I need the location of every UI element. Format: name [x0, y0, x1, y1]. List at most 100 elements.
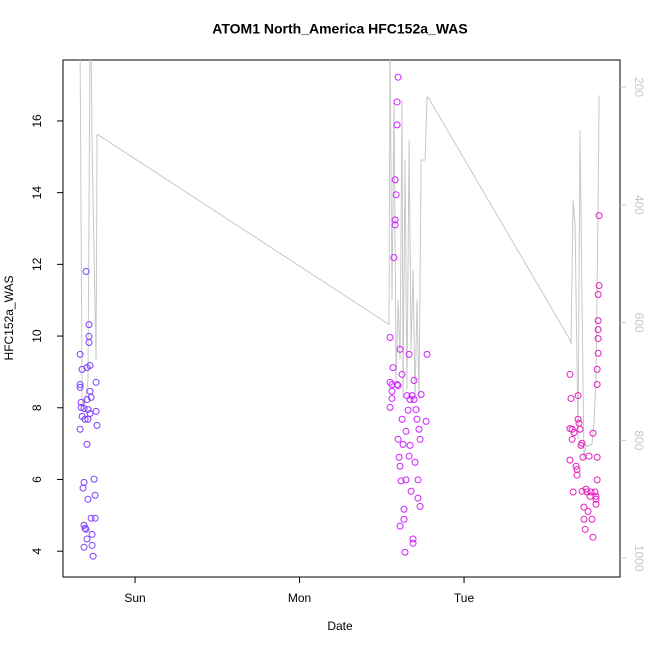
point	[388, 394, 396, 402]
point	[386, 403, 394, 411]
point	[393, 380, 401, 388]
point	[91, 491, 99, 499]
x-tick-label: Mon	[288, 591, 311, 605]
point	[396, 345, 404, 353]
point	[84, 406, 92, 414]
point	[88, 530, 96, 538]
point	[415, 425, 423, 433]
point	[76, 383, 84, 391]
y-tick-label: 8	[30, 404, 44, 411]
point	[406, 441, 414, 449]
point	[417, 391, 425, 399]
point	[394, 382, 402, 390]
point	[595, 282, 603, 290]
point	[402, 427, 410, 435]
point	[92, 407, 100, 415]
x-tick-label: Sun	[124, 591, 145, 605]
point	[86, 361, 94, 369]
point	[584, 507, 592, 515]
point	[404, 406, 412, 414]
point	[572, 462, 580, 470]
y2-tick-label: 200	[632, 77, 646, 97]
point	[76, 425, 84, 433]
point	[570, 429, 578, 437]
point	[578, 439, 586, 447]
point	[578, 487, 586, 495]
point	[408, 392, 416, 400]
point	[566, 370, 574, 378]
point	[88, 541, 96, 549]
point	[402, 476, 410, 484]
point	[414, 494, 422, 502]
point	[400, 515, 408, 523]
point	[389, 364, 397, 372]
point	[397, 477, 405, 485]
point	[410, 396, 418, 404]
point	[573, 471, 581, 479]
point	[80, 521, 88, 529]
point	[386, 334, 394, 342]
point	[411, 458, 419, 466]
point	[80, 543, 88, 551]
point	[413, 415, 421, 423]
point	[93, 421, 101, 429]
point	[394, 435, 402, 443]
point	[78, 365, 86, 373]
point	[391, 176, 399, 184]
point	[393, 121, 401, 129]
point	[593, 476, 601, 484]
point	[81, 524, 89, 532]
point	[83, 535, 91, 543]
point	[405, 350, 413, 358]
point	[390, 254, 398, 262]
point	[416, 435, 424, 443]
point	[395, 453, 403, 461]
point	[400, 505, 408, 513]
point	[569, 488, 577, 496]
point	[592, 500, 600, 508]
y-tick-label: 16	[30, 114, 44, 128]
point	[594, 326, 602, 334]
point	[588, 515, 596, 523]
point	[574, 392, 582, 400]
chart-title: ATOM1 North_America HFC152a_WAS	[212, 21, 467, 37]
point	[91, 514, 99, 522]
point	[587, 488, 595, 496]
point	[396, 462, 404, 470]
point	[83, 396, 91, 404]
point	[580, 515, 588, 523]
point	[581, 525, 589, 533]
point	[82, 268, 90, 276]
point	[76, 380, 84, 388]
point	[594, 290, 602, 298]
point	[83, 440, 91, 448]
point	[593, 365, 601, 373]
y-tick-label: 6	[30, 476, 44, 483]
point	[574, 415, 582, 423]
point	[414, 476, 422, 484]
point	[407, 487, 415, 495]
point	[595, 212, 603, 220]
point	[576, 425, 584, 433]
point	[422, 417, 430, 425]
point	[85, 339, 93, 347]
point	[391, 221, 399, 229]
point	[394, 73, 402, 81]
point	[594, 335, 602, 343]
point	[589, 429, 597, 437]
point	[76, 350, 84, 358]
point	[568, 435, 576, 443]
y-tick-label: 14	[30, 186, 44, 200]
point	[90, 475, 98, 483]
point	[405, 452, 413, 460]
point	[87, 393, 95, 401]
point	[388, 387, 396, 395]
point	[396, 522, 404, 530]
y-tick-label: 10	[30, 329, 44, 343]
point	[592, 495, 600, 503]
point	[567, 394, 575, 402]
y2-tick-label: 800	[632, 430, 646, 450]
point	[386, 378, 394, 386]
plot-area	[76, 60, 603, 560]
